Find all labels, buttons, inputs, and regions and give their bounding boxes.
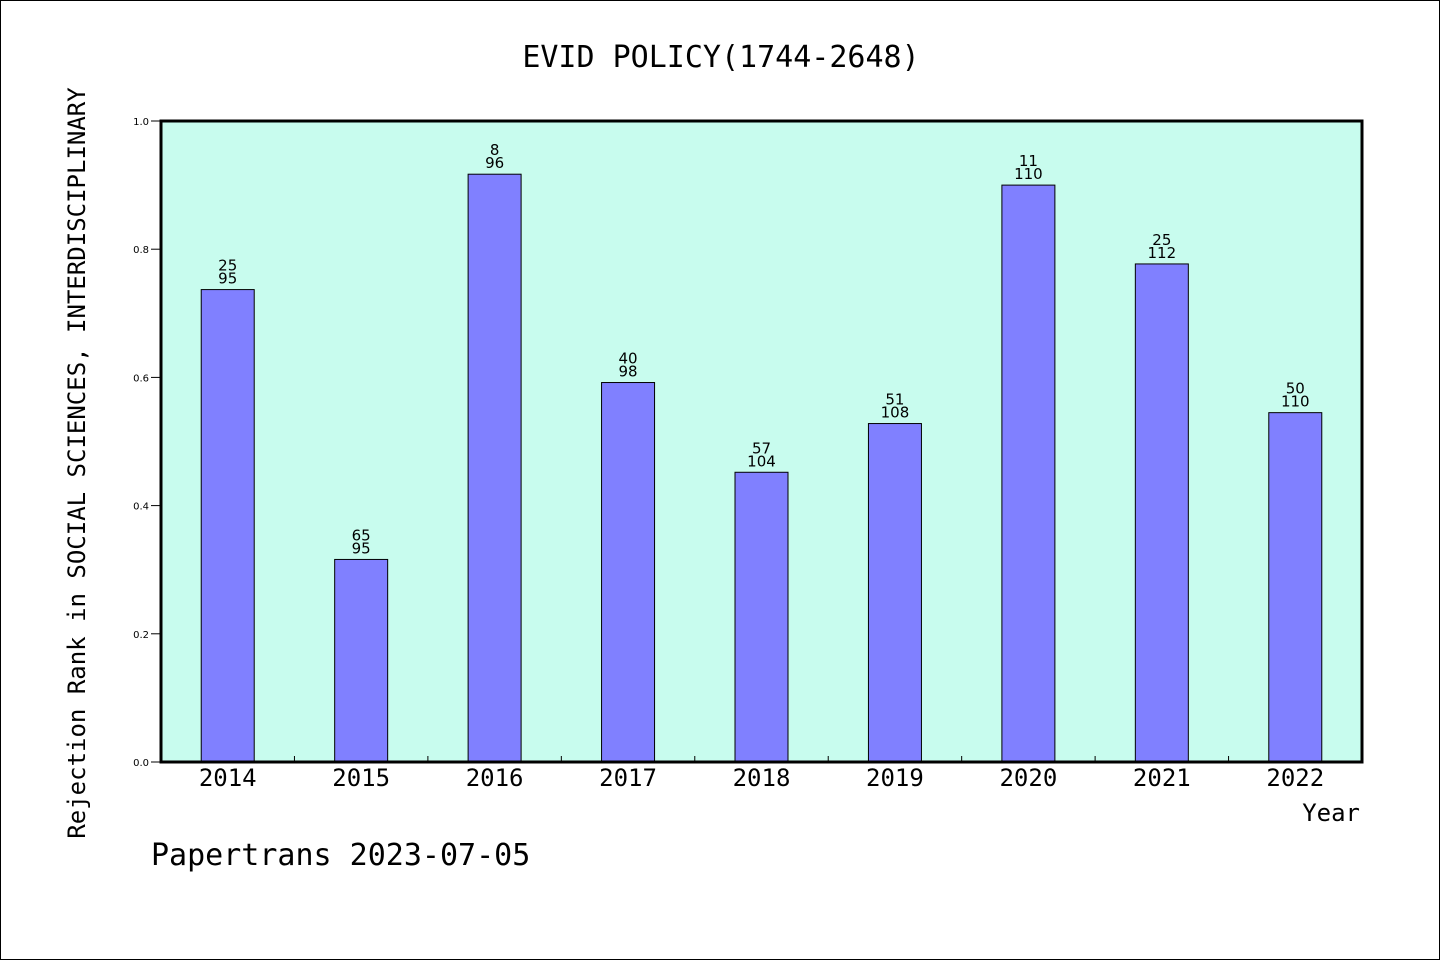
y-axis-ticks: 0.0 0.2 0.4 0.6 0.8 1.0 — [133, 117, 161, 769]
bar-rank-label: 51 — [885, 391, 904, 409]
x-axis-label: Year — [1302, 799, 1360, 827]
bar-total-label: 98 — [619, 363, 638, 381]
x-category-label: 2016 — [466, 764, 524, 792]
x-category-label: 2022 — [1266, 764, 1324, 792]
bar — [334, 558, 389, 763]
y-tick-label: 1.0 — [133, 117, 149, 128]
x-category-label: 2015 — [332, 764, 390, 792]
bar-total-label: 104 — [747, 452, 776, 470]
x-category-label: 2014 — [199, 764, 257, 792]
bar-rank-label: 65 — [352, 526, 371, 544]
bar-total-label: 108 — [881, 404, 910, 422]
bar — [601, 382, 656, 763]
y-tick-label: 0.8 — [133, 245, 149, 256]
bar — [1268, 412, 1323, 763]
x-category-label: 2017 — [599, 764, 657, 792]
x-axis-categories: 2014 2015 2016 2017 2018 2019 2020 2021 2022 — [199, 764, 1324, 792]
bar-total-label: 95 — [218, 270, 237, 288]
bar-rank-label: 8 — [490, 141, 500, 159]
bar-rank-label: 40 — [619, 350, 638, 368]
bar-total-label: 95 — [352, 539, 371, 557]
bar-rank-label: 50 — [1286, 380, 1305, 398]
bar — [1134, 263, 1189, 763]
plot-border — [159, 119, 1364, 764]
bar-total-label: 110 — [1014, 165, 1043, 183]
footer-credit: Papertrans 2023-07-05 — [151, 838, 530, 873]
chart-title: EVID POLICY(1744-2648) — [522, 40, 919, 75]
bar-total-label: 96 — [485, 154, 504, 172]
bar-rank-label: 11 — [1019, 152, 1038, 170]
y-axis-label: Rejection Rank in SOCIAL SCIENCES, INTER… — [63, 87, 91, 839]
x-category-label: 2018 — [733, 764, 791, 792]
bar — [1001, 184, 1056, 763]
bar — [200, 289, 255, 763]
bar-total-label: 112 — [1148, 244, 1177, 262]
bar-rank-label: 25 — [1152, 231, 1171, 249]
bar-rank-label: 57 — [752, 439, 771, 457]
y-tick-label: 0.0 — [133, 758, 149, 769]
bar-total-label: 110 — [1281, 393, 1310, 411]
y-tick-label: 0.4 — [133, 502, 149, 513]
bar — [467, 173, 522, 763]
bars-group — [200, 173, 1323, 763]
y-tick-label: 0.2 — [133, 630, 149, 641]
bar — [734, 471, 789, 763]
bar — [867, 423, 922, 763]
x-category-label: 2021 — [1133, 764, 1191, 792]
bar-rank-label: 25 — [218, 257, 237, 275]
x-category-label: 2019 — [866, 764, 924, 792]
x-category-label: 2020 — [999, 764, 1057, 792]
y-tick-label: 0.6 — [133, 373, 149, 384]
